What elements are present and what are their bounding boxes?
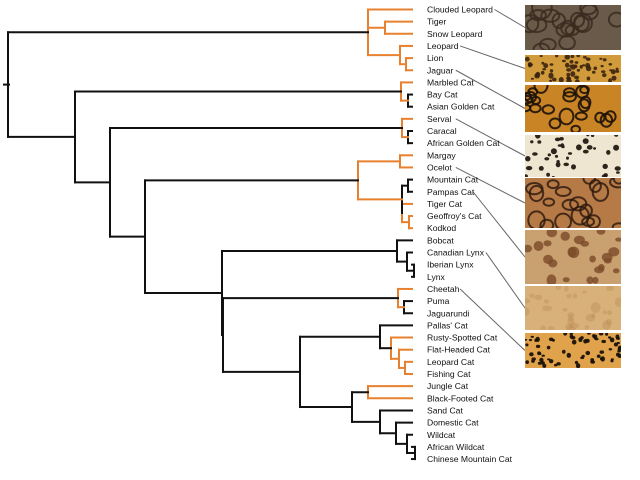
ocelot-coat-swatch [525,178,621,228]
leaf-label-canadian-lynx: Canadian Lynx [427,248,485,258]
leaf-label-chinese-mountain-cat: Chinese Mountain Cat [427,454,513,464]
pointer-line-canadian-lynx [485,252,526,309]
leaf-label-black-footed-cat: Black-Footed Cat [427,393,494,403]
leopard-coat-swatch [525,55,621,82]
canadian-lynx-coat-swatch [525,286,621,330]
clouded-leopard-coat-swatch [525,5,621,50]
leaf-label-tiger-cat: Tiger Cat [427,199,463,209]
leaf-label-margay: Margay [427,150,456,160]
leaf-label-flat-headed-cat: Flat-Headed Cat [427,345,491,355]
leaf-label-iberian-lynx: Iberian Lynx [427,260,474,270]
leaf-label-domestic-cat: Domestic Cat [427,418,479,428]
pointer-line-ocelot [455,167,526,204]
leaf-label-lynx: Lynx [427,272,446,282]
leaf-label-jaguarundi: Jaguarundi [427,308,470,318]
leaf-label-geoffroy-s-cat: Geoffroy's Cat [427,211,482,221]
leaf-label-lion: Lion [427,53,443,63]
leaf-label-sand-cat: Sand Cat [427,405,463,415]
leaf-label-puma: Puma [427,296,450,306]
pointer-line-clouded-leopard [494,9,526,28]
leaf-label-leopard-cat: Leopard Cat [427,357,475,367]
leaf-label-pampas-cat: Pampas Cat [427,187,475,197]
pointer-line-pampas-cat [472,191,526,258]
leaf-label-leopard: Leopard [427,41,459,51]
leaf-label-cheetah: Cheetah [427,284,460,294]
leaf-labels: Clouded Leopard Tiger Snow Leopard Leopard L… [427,5,513,465]
pointer-line-cheetah [459,288,526,351]
serval-coat-swatch [525,135,621,177]
leaf-label-ocelot: Ocelot [427,162,452,172]
pointer-line-jaguar [455,69,526,109]
cheetah-coat-swatch [525,333,621,368]
leaf-label-fishing-cat: Fishing Cat [427,369,471,379]
leaf-label-snow-leopard: Snow Leopard [427,29,483,39]
leaf-label-african-wildcat: African Wildcat [427,442,485,452]
leaf-label-mountain-cat: Mountain Cat [427,175,479,185]
leaf-label-clouded-leopard: Clouded Leopard [427,5,493,15]
leaf-label-bay-cat: Bay Cat [427,90,458,100]
leaf-label-serval: Serval [427,114,451,124]
tree-branches [3,8,416,461]
pointer-line-serval [455,118,526,157]
leaf-label-kodkod: Kodkod [427,223,456,233]
leaf-label-african-golden-cat: African Golden Cat [427,138,500,148]
leaf-label-asian-golden-cat: Asian Golden Cat [427,102,495,112]
pampas-cat-coat-swatch [525,230,621,284]
leaf-label-pallas-cat: Pallas' Cat [427,320,468,330]
leaf-label-marbled-cat: Marbled Cat [427,77,474,87]
leaf-label-wildcat: Wildcat [427,430,456,440]
jaguar-coat-swatch [525,85,621,132]
pointer-line-leopard [459,45,526,69]
leaf-label-jaguar: Jaguar [427,65,453,75]
leaf-label-rusty-spotted-cat: Rusty-Spotted Cat [427,333,498,343]
leaf-label-caracal: Caracal [427,126,457,136]
swatch-pointer-lines [455,9,526,351]
leaf-label-jungle-cat: Jungle Cat [427,381,469,391]
leaf-label-bobcat: Bobcat [427,235,454,245]
leaf-label-tiger: Tiger [427,17,446,27]
